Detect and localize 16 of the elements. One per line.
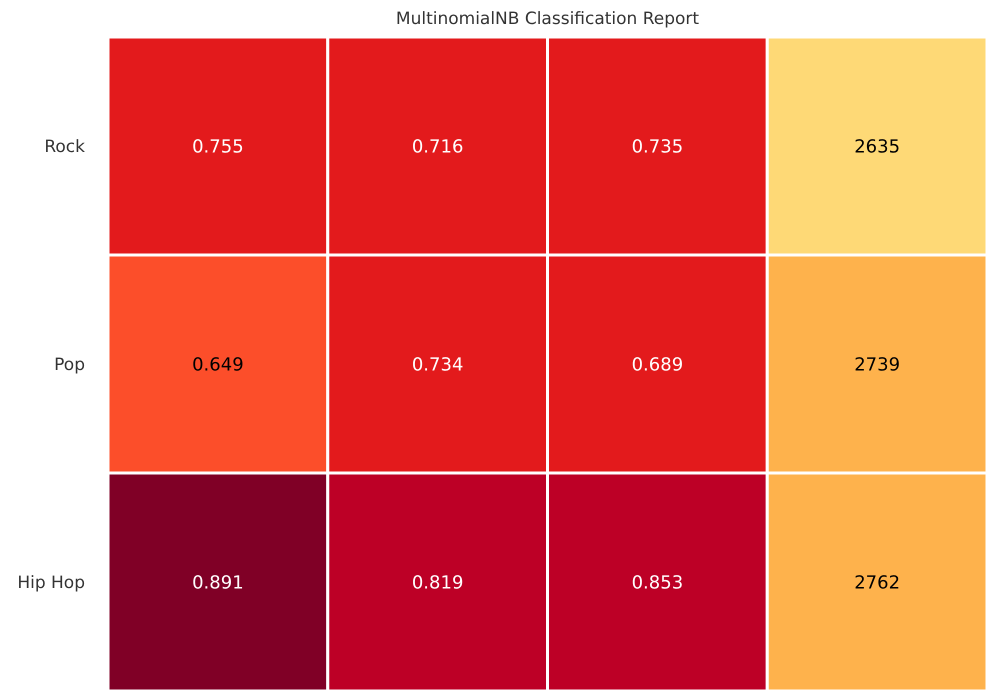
data-label: 0.735 [632,136,684,158]
chart-title: MultinomialNB Classification Report [396,9,700,29]
data-label: 0.716 [412,136,464,158]
y-tick-label: Rock [44,136,86,157]
y-tick-label: Hip Hop [17,572,85,593]
data-label: 0.755 [192,136,244,158]
data-label: 0.853 [632,572,684,594]
data-label: 0.891 [192,572,244,594]
data-label: 0.689 [632,354,684,376]
y-tick-label: Pop [54,354,85,375]
data-label: 2635 [854,136,900,158]
data-label: 2762 [854,572,900,594]
data-label: 2739 [854,354,900,376]
data-label: 0.649 [192,354,244,376]
data-label: 0.734 [412,354,464,376]
data-label: 0.819 [412,572,464,594]
